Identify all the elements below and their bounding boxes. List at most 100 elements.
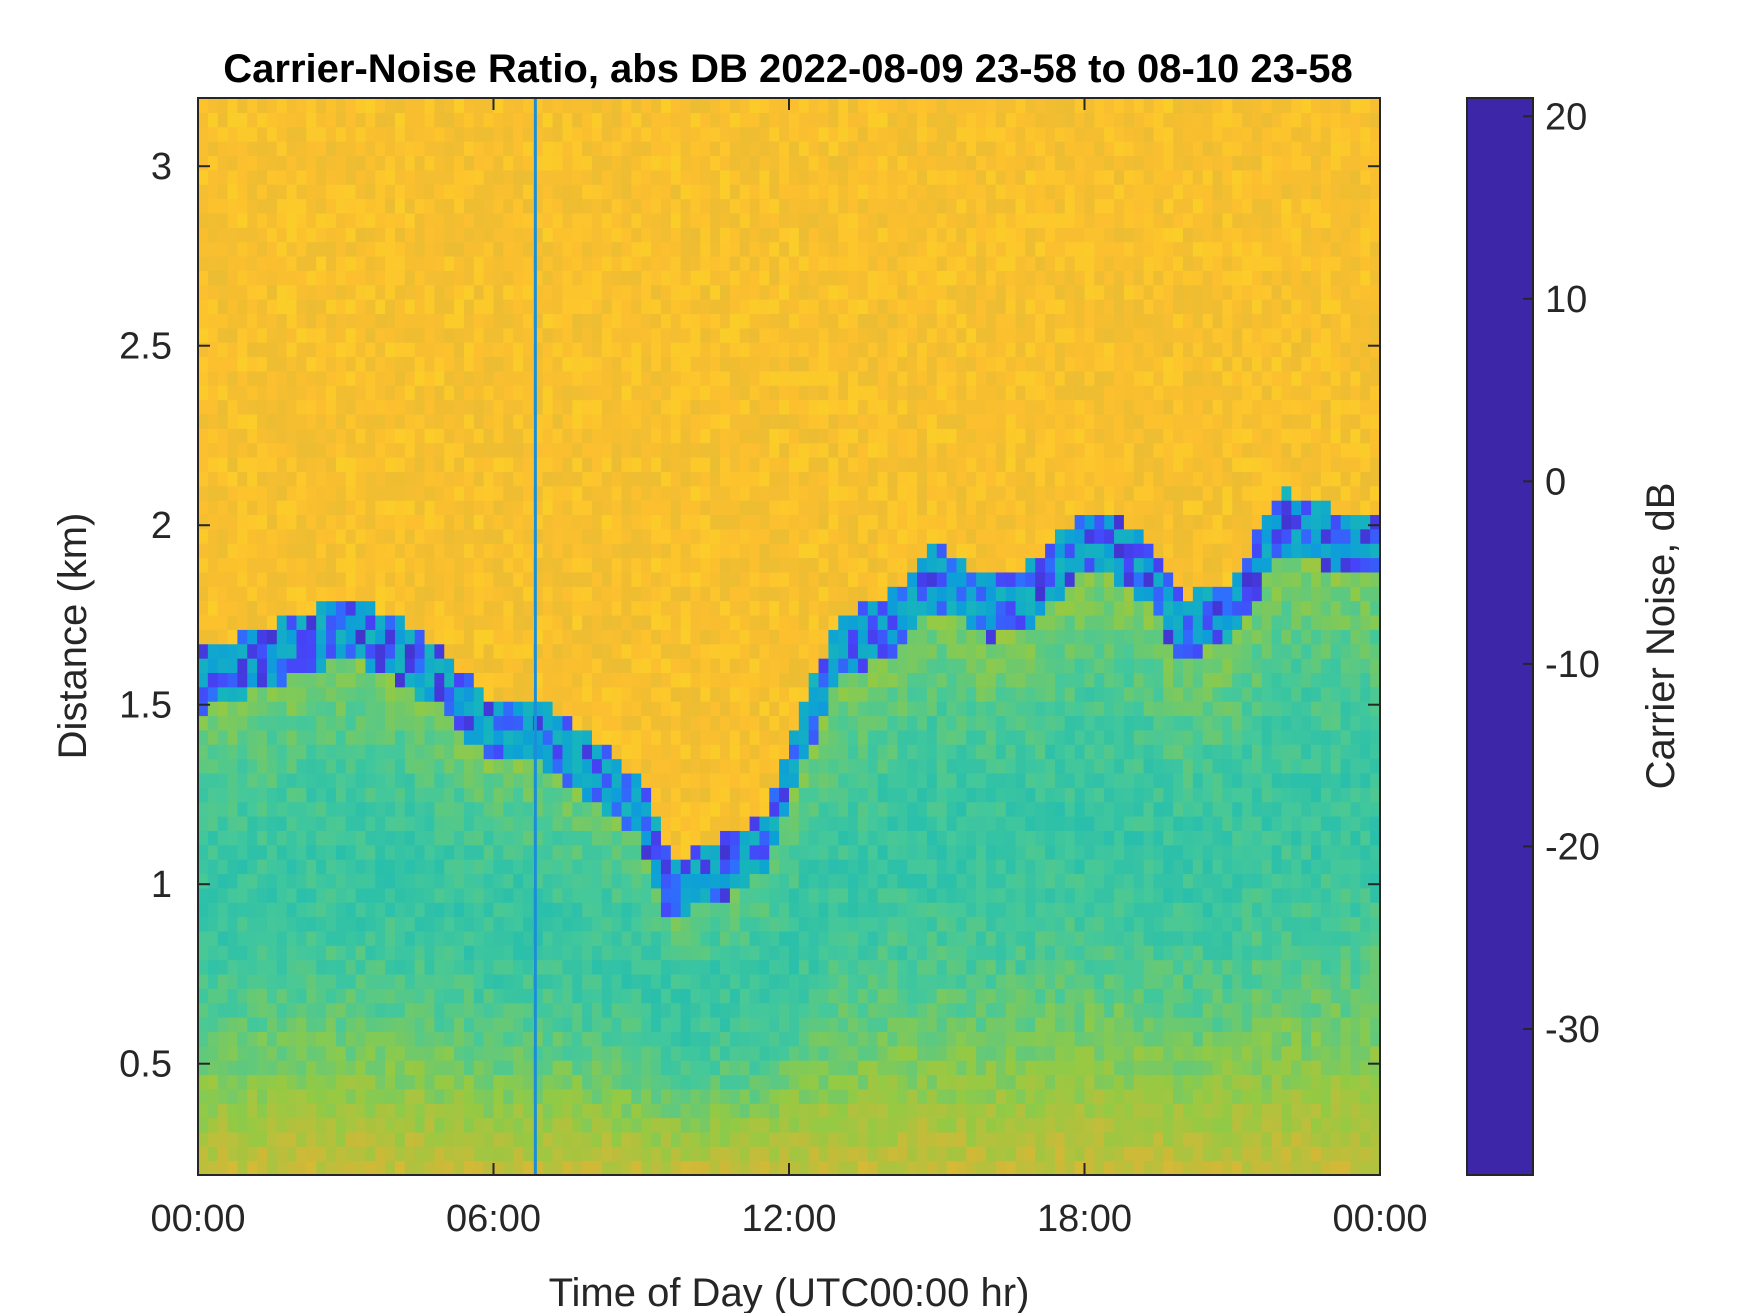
- heatmap-cell: [789, 500, 800, 516]
- heatmap-cell: [404, 399, 416, 415]
- heatmap-cell: [365, 184, 376, 200]
- heatmap-cell: [690, 744, 701, 760]
- heatmap-cell: [670, 514, 682, 530]
- heatmap-cell: [316, 112, 327, 128]
- heatmap-cell: [444, 859, 455, 875]
- heatmap-cell: [542, 370, 554, 386]
- heatmap-cell: [621, 184, 632, 200]
- heatmap-cell: [621, 1160, 632, 1176]
- heatmap-cell: [473, 701, 485, 717]
- heatmap-cell: [759, 643, 770, 659]
- heatmap-cell: [434, 485, 445, 501]
- heatmap-cell: [710, 299, 721, 314]
- heatmap-cell: [670, 1117, 682, 1133]
- heatmap-cell: [247, 442, 258, 458]
- heatmap-cell: [296, 428, 307, 444]
- heatmap-cell: [611, 902, 623, 918]
- heatmap-cell: [828, 356, 839, 372]
- heatmap-cell: [680, 629, 692, 645]
- heatmap-cell: [345, 744, 357, 760]
- heatmap-cell: [276, 198, 288, 214]
- heatmap-cell: [335, 485, 347, 501]
- heatmap-cell: [286, 155, 298, 171]
- heatmap-cell: [503, 141, 514, 157]
- heatmap-cell: [828, 1146, 839, 1162]
- heatmap-cell: [404, 643, 416, 659]
- heatmap-cell: [700, 557, 711, 573]
- heatmap-cell: [660, 399, 672, 415]
- heatmap-cell: [385, 1060, 396, 1076]
- heatmap-cell: [473, 571, 485, 587]
- heatmap-cell: [532, 629, 544, 645]
- heatmap-cell: [759, 356, 770, 372]
- heatmap-cell: [207, 342, 219, 358]
- heatmap-cell: [503, 614, 514, 630]
- heatmap-cell: [641, 543, 652, 559]
- heatmap-cell: [463, 1045, 475, 1061]
- heatmap-cell: [375, 1017, 386, 1032]
- heatmap-cell: [207, 471, 219, 487]
- heatmap-cell: [562, 945, 573, 961]
- heatmap-cell: [621, 801, 632, 817]
- heatmap-cell: [759, 701, 770, 717]
- heatmap-cell: [503, 758, 514, 774]
- heatmap-cell: [611, 1017, 623, 1032]
- heatmap-cell: [720, 471, 731, 487]
- heatmap-cell: [572, 543, 583, 559]
- heatmap-cell: [227, 370, 238, 386]
- heatmap-cell: [335, 729, 347, 745]
- heatmap-cell: [798, 1074, 810, 1090]
- heatmap-cell: [601, 887, 613, 903]
- heatmap-cell: [365, 543, 376, 559]
- heatmap-cell: [641, 729, 652, 745]
- heatmap-cell: [769, 1117, 780, 1133]
- heatmap-cell: [641, 701, 652, 717]
- heatmap-cell: [759, 212, 770, 228]
- heatmap-cell: [720, 945, 731, 961]
- heatmap-cell: [355, 399, 367, 415]
- heatmap-cell: [808, 1146, 820, 1162]
- heatmap-cell: [326, 715, 337, 731]
- heatmap-cell: [385, 816, 396, 831]
- heatmap-cell: [759, 1160, 770, 1176]
- heatmap-cell: [286, 1031, 298, 1047]
- heatmap-cell: [237, 485, 248, 501]
- heatmap-cell: [789, 930, 800, 946]
- heatmap-cell: [582, 1146, 593, 1162]
- heatmap-cell: [651, 169, 662, 185]
- heatmap-cell: [779, 284, 790, 300]
- heatmap-cell: [700, 1031, 711, 1047]
- heatmap-cell: [276, 772, 288, 788]
- heatmap-cell: [247, 299, 258, 314]
- heatmap-cell: [345, 356, 357, 372]
- heatmap-cell: [237, 1060, 248, 1076]
- heatmap-cell: [217, 600, 229, 616]
- heatmap-cell: [326, 916, 337, 932]
- heatmap-cell: [444, 126, 455, 142]
- heatmap-cell: [404, 1002, 416, 1018]
- heatmap-cell: [572, 658, 583, 673]
- heatmap-cell: [542, 816, 554, 831]
- heatmap-cell: [720, 988, 731, 1004]
- heatmap-cell: [670, 370, 682, 386]
- heatmap-cell: [818, 701, 829, 717]
- heatmap-cell: [700, 729, 711, 745]
- heatmap-cell: [404, 930, 416, 946]
- heatmap-cell: [611, 787, 623, 803]
- heatmap-cell: [611, 299, 623, 314]
- heatmap-cell: [316, 428, 327, 444]
- heatmap-cell: [375, 471, 386, 487]
- heatmap-cell: [798, 141, 810, 157]
- heatmap-cell: [739, 715, 751, 731]
- heatmap-cell: [513, 902, 524, 918]
- heatmap-cell: [631, 873, 642, 889]
- heatmap-cell: [572, 744, 583, 760]
- heatmap-cell: [759, 816, 770, 831]
- heatmap-cell: [838, 1002, 849, 1018]
- heatmap-cell: [326, 859, 337, 875]
- heatmap-cell: [454, 198, 465, 214]
- heatmap-cell: [247, 945, 258, 961]
- heatmap-cell: [355, 1117, 367, 1133]
- heatmap-cell: [789, 141, 800, 157]
- heatmap-cell: [680, 98, 692, 113]
